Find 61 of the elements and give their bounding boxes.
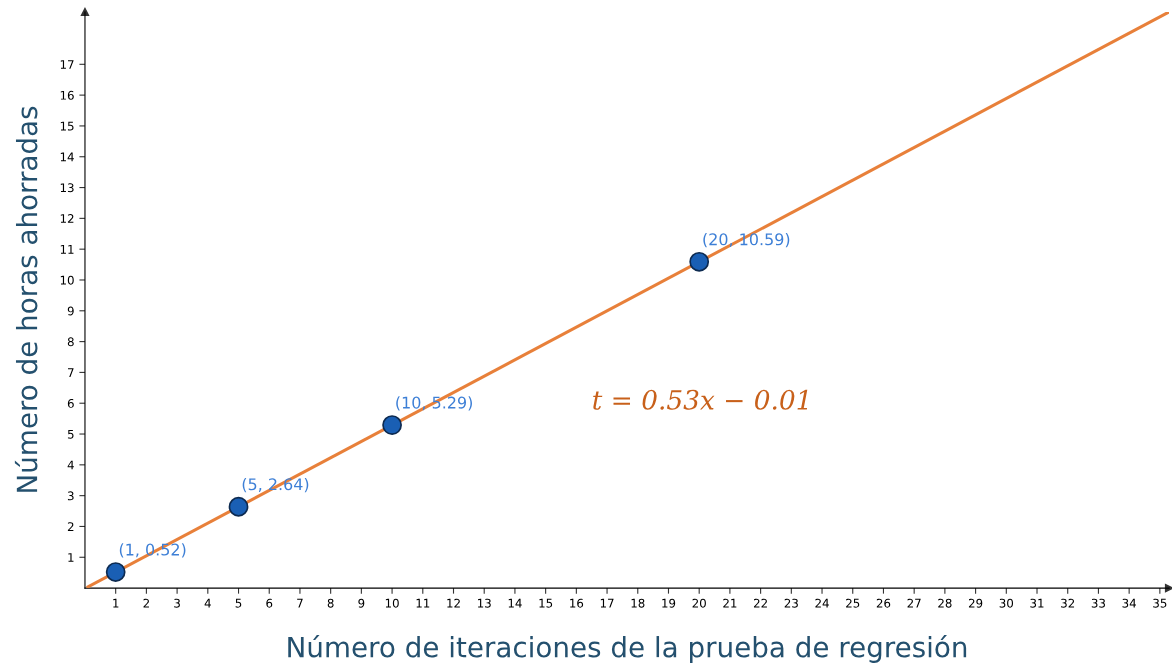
y-tick-label: 16 <box>60 90 74 100</box>
x-tick-label: 23 <box>784 598 798 608</box>
point <box>228 496 249 517</box>
y-tick-label: 11 <box>60 245 74 254</box>
x-tick-label: 20 <box>692 598 706 608</box>
y-tick-label: 4 <box>67 460 74 470</box>
x-tick-label: 14 <box>508 598 522 608</box>
x-tick-label: 18 <box>631 598 645 608</box>
y-tick-label: 7 <box>68 368 74 377</box>
y-tick-label: 6 <box>67 398 74 408</box>
point <box>689 251 710 272</box>
y-axis-title: Número de horas ahorradas <box>14 106 38 492</box>
y-tick-label: 14 <box>60 152 74 162</box>
x-tick-label: 9 <box>358 598 365 608</box>
x-tick-label: 10 <box>385 598 399 608</box>
y-tick-label: 1 <box>68 553 74 562</box>
x-tick-label: 3 <box>174 598 180 608</box>
x-tick-label: 4 <box>204 598 211 608</box>
x-tick-label: 27 <box>907 598 921 608</box>
x-tick-label: 35 <box>1153 598 1167 608</box>
x-tick-label: 2 <box>143 598 149 608</box>
y-tick-label: 9 <box>67 306 74 316</box>
y-tick-label: 10 <box>60 275 74 285</box>
x-tick-label: 1 <box>113 598 119 608</box>
x-tick-label: 12 <box>447 598 460 608</box>
x-tick-label: 34 <box>1122 598 1136 608</box>
x-tick-label: 33 <box>1091 598 1105 608</box>
x-tick-label: 26 <box>876 598 891 608</box>
x-tick-label: 11 <box>416 598 430 608</box>
y-tick-label: 2 <box>67 522 74 531</box>
x-tick-label: 21 <box>723 598 737 608</box>
y-tick-label: 5 <box>67 429 74 439</box>
x-axis-title: Número de iteraciones de la prueba de regresión <box>288 634 967 663</box>
x-tick-label: 24 <box>815 598 829 608</box>
x-tick-label: 13 <box>478 598 491 608</box>
y-tick-label: 3 <box>67 491 74 501</box>
annotation: t = 0.53x − 0.01 <box>593 389 808 410</box>
x-tick-label: 22 <box>753 598 767 608</box>
point <box>382 415 402 435</box>
x-tick-label: 25 <box>846 598 860 608</box>
x-tick-label: 30 <box>999 598 1014 608</box>
x-tick-label: 16 <box>570 598 584 608</box>
x-tick-label: 17 <box>600 598 614 608</box>
x-tick-label: 8 <box>327 598 334 608</box>
x-tick-label: 31 <box>1030 598 1044 608</box>
y-tick-label: 15 <box>60 121 74 131</box>
x-tick-label: 29 <box>968 598 983 608</box>
x-tick-label: 19 <box>662 598 676 608</box>
x-tick-label: 28 <box>938 598 952 608</box>
x-tick-label: 6 <box>266 598 273 608</box>
x-tick-label: 5 <box>235 598 242 608</box>
data-label: (20, 10.59) <box>703 233 790 248</box>
y-tick-label: 17 <box>60 60 74 69</box>
y-tick-label: 8 <box>67 337 74 347</box>
x-tick-label: 15 <box>539 598 553 608</box>
point <box>105 562 126 582</box>
data-label: (10, 5.29) <box>396 396 472 411</box>
y-tick-label: 13 <box>60 183 74 193</box>
x-tick-label: 32 <box>1061 598 1075 608</box>
x-tick-label: 7 <box>297 598 303 608</box>
y-tick-label: 12 <box>60 214 74 223</box>
